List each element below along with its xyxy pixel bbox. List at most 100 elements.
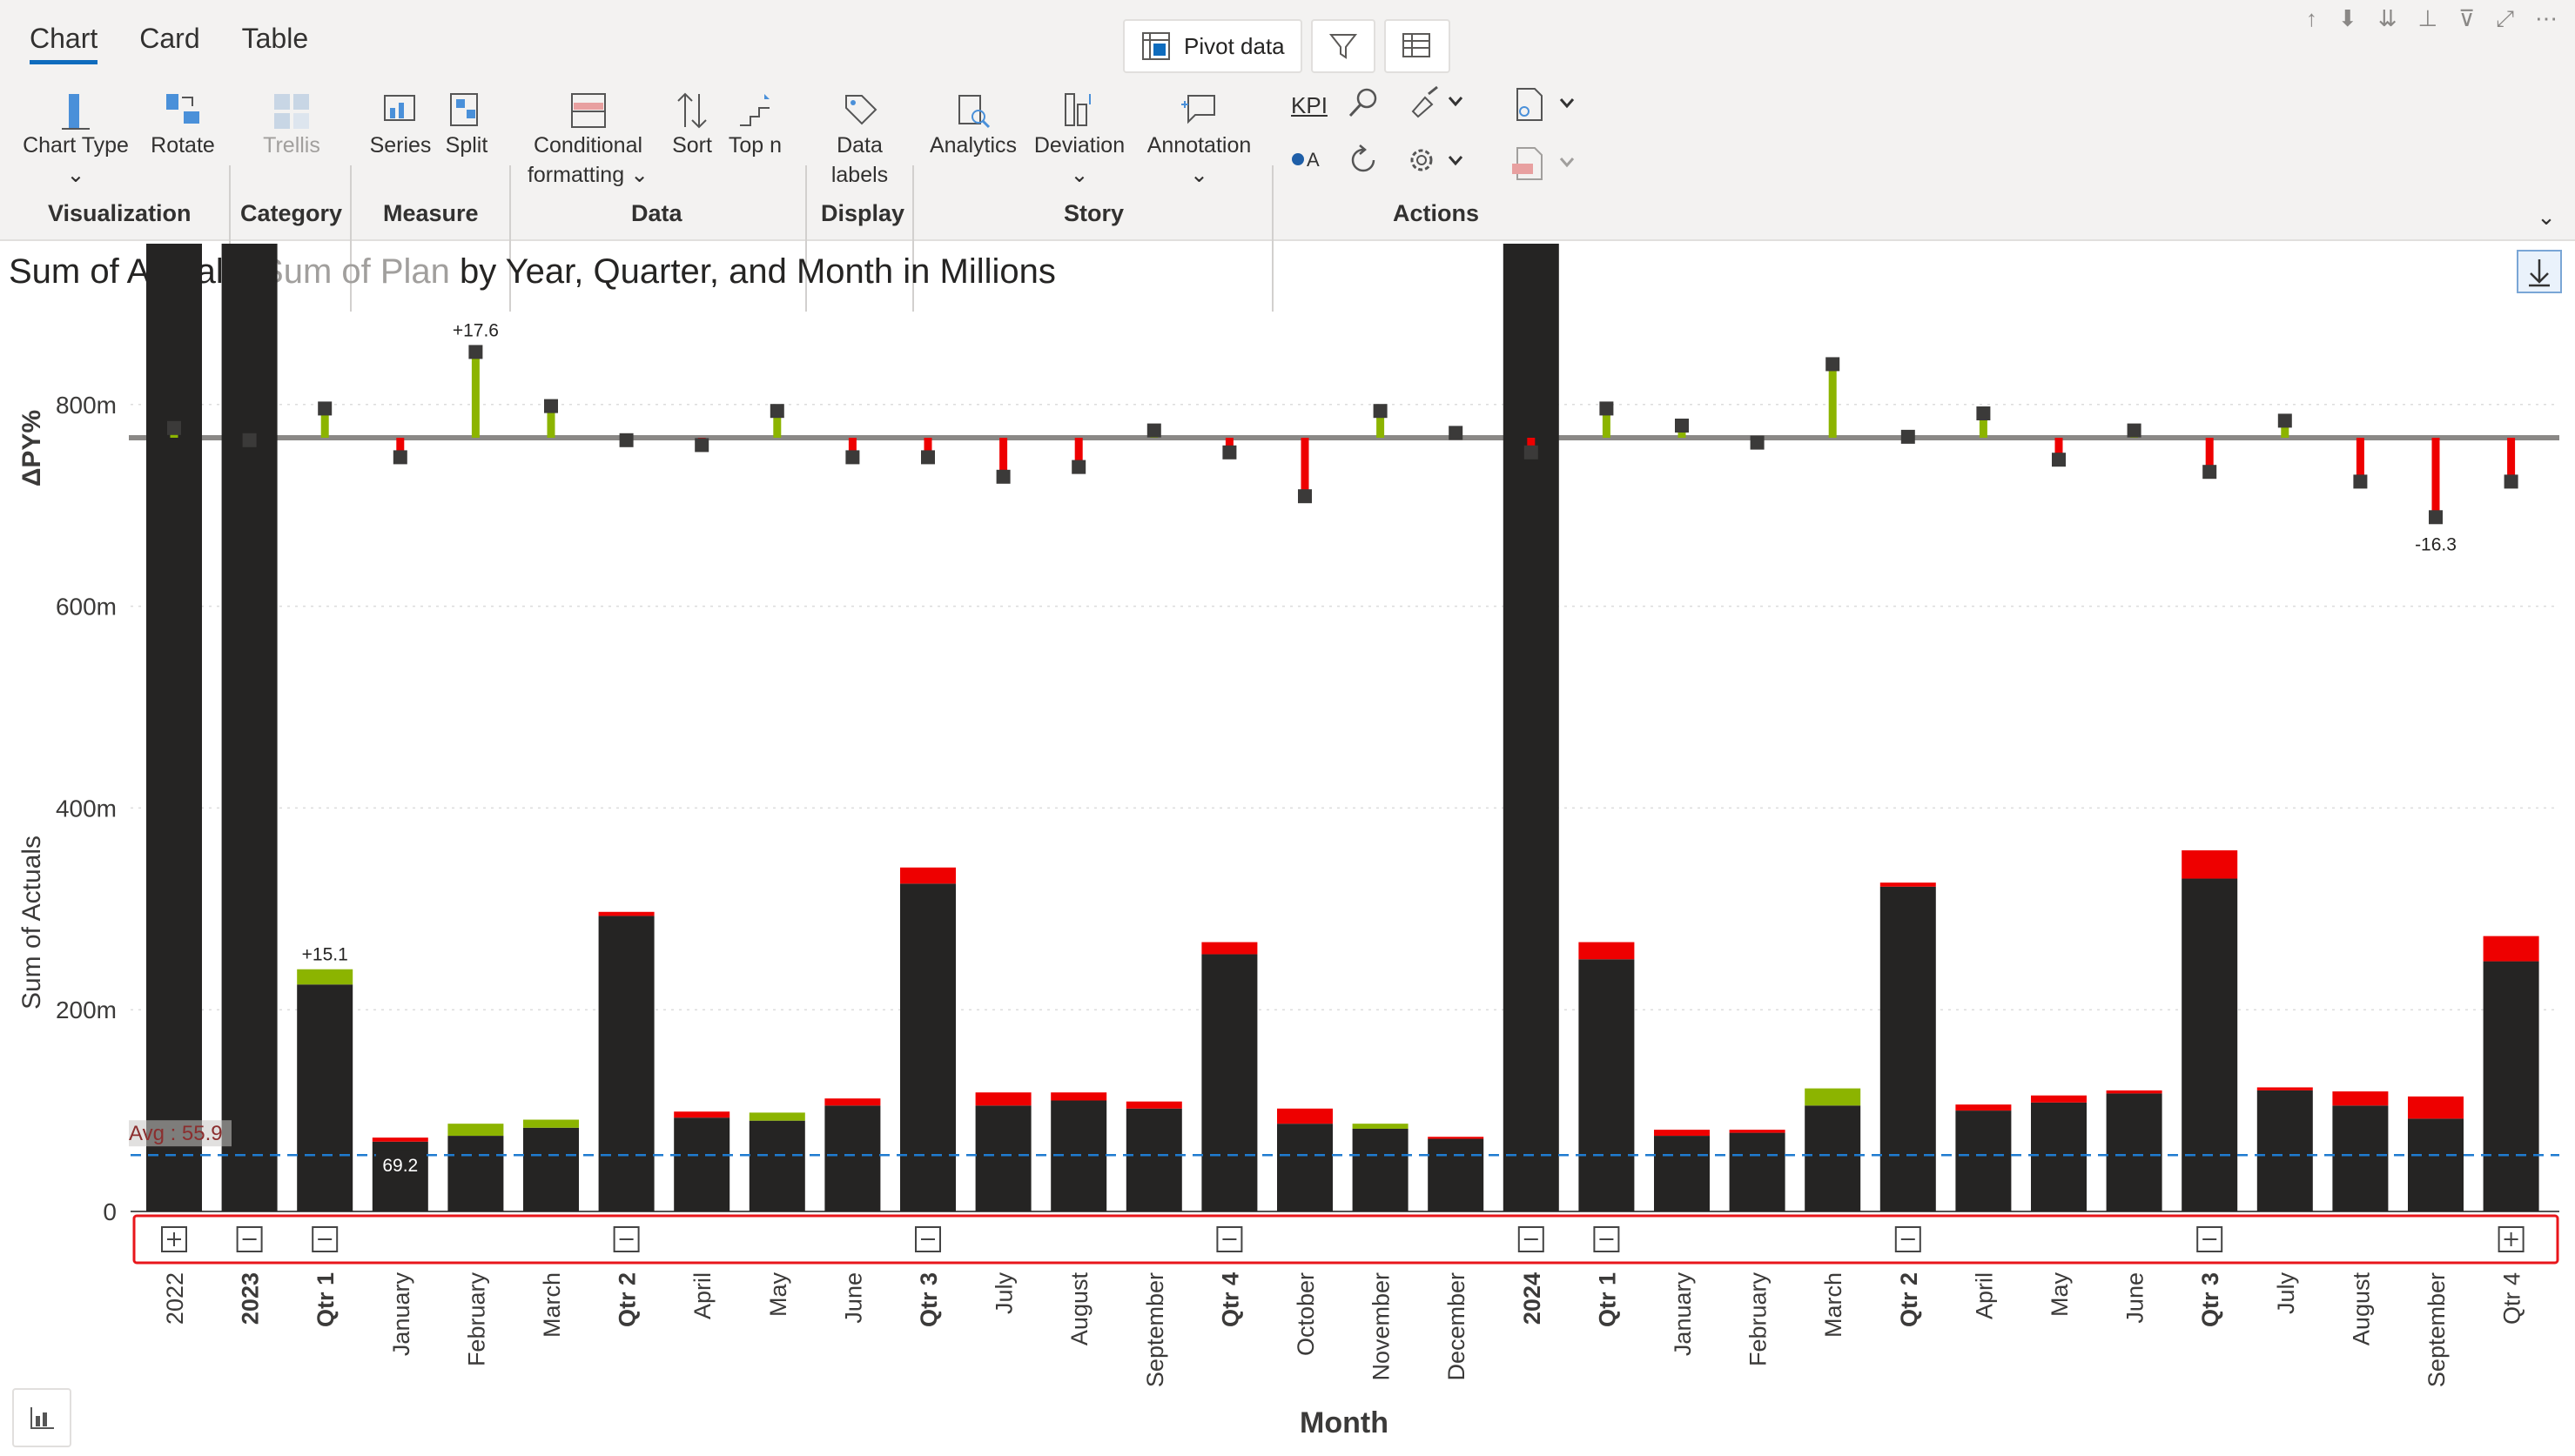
split-button[interactable]: Split bbox=[435, 80, 498, 160]
collapse-ribbon-chevron-icon[interactable]: ⌄ bbox=[2537, 204, 2556, 230]
variance-bar bbox=[2408, 1096, 2464, 1119]
reset-button[interactable] bbox=[1345, 143, 1382, 185]
chart-type-button[interactable]: Chart Type ⌄ bbox=[19, 80, 132, 190]
drill-up-icon[interactable]: ↑ bbox=[2305, 5, 2317, 31]
actual-bar bbox=[1955, 1110, 2012, 1211]
delta-marker bbox=[1072, 460, 1086, 474]
delta-marker bbox=[242, 433, 257, 447]
trellis-button[interactable]: Trellis bbox=[252, 80, 331, 160]
x-tick-label: May bbox=[2047, 1272, 2073, 1318]
annotation-button[interactable]: Annotation ⌄ bbox=[1136, 80, 1262, 190]
pivot-icon bbox=[1142, 32, 1170, 60]
visual-options-button[interactable] bbox=[12, 1388, 71, 1447]
x-tick-label: January bbox=[388, 1272, 414, 1357]
chart-svg: Sum of ActualsΔPY%0200m400m600m800m1b202… bbox=[17, 244, 2562, 1439]
y-axis-title: Sum of Actuals bbox=[17, 835, 46, 1010]
legend-toggle-button[interactable]: A bbox=[1287, 144, 1332, 182]
settings-button[interactable] bbox=[1402, 143, 1471, 185]
expand-hierarchy-icon[interactable]: ⊥ bbox=[2417, 5, 2438, 31]
x-tick-label: July bbox=[2273, 1272, 2299, 1315]
delta-marker bbox=[2202, 465, 2217, 480]
format-brush-button[interactable] bbox=[1402, 85, 1471, 128]
y-tick-label: 0 bbox=[103, 1198, 117, 1225]
group-display: Display bbox=[821, 200, 905, 226]
download-icon[interactable] bbox=[2517, 250, 2562, 293]
variance-bar bbox=[2106, 1090, 2162, 1094]
variance-bar bbox=[2031, 1095, 2087, 1103]
table-edit-button[interactable] bbox=[1383, 19, 1450, 73]
analytics-icon bbox=[958, 95, 991, 129]
tab-table[interactable]: Table bbox=[241, 23, 309, 54]
series-button[interactable]: Series bbox=[366, 80, 435, 160]
variance-bar bbox=[1805, 1088, 1861, 1106]
sort-button[interactable]: Sort bbox=[662, 80, 723, 160]
variance-bar bbox=[1879, 882, 1936, 887]
delta-marker bbox=[845, 450, 860, 465]
pivot-data-button[interactable]: Pivot data bbox=[1123, 19, 1302, 73]
deviation-button[interactable]: Deviation ⌄ bbox=[1027, 80, 1132, 190]
x-tick-label: December bbox=[1443, 1272, 1469, 1381]
actual-bar bbox=[1201, 954, 1258, 1211]
delta-marker bbox=[996, 469, 1011, 484]
chart-title: Sum of Actuals, Sum of Plan by Year, Qua… bbox=[9, 252, 1056, 291]
delta-marker bbox=[2353, 474, 2368, 489]
x-tick-label: February bbox=[463, 1272, 489, 1367]
x-tick-label: August bbox=[2348, 1272, 2374, 1346]
analytics-button[interactable]: Analytics bbox=[924, 80, 1022, 160]
actual-bar bbox=[2256, 1090, 2313, 1211]
legend-icon: A bbox=[1292, 149, 1320, 171]
data-labels-button[interactable]: Data labels bbox=[818, 80, 901, 190]
chart-settings-icon bbox=[30, 1407, 54, 1429]
actual-bar bbox=[2106, 1093, 2162, 1211]
variance-bar bbox=[447, 1124, 504, 1137]
pdf-icon bbox=[1511, 147, 1574, 180]
ribbon-buttons: Chart Type ⌄ Rotate Visualization Trellis… bbox=[0, 80, 2575, 312]
expand-toggle-icon[interactable] bbox=[1216, 1226, 1243, 1252]
actual-bar bbox=[1578, 959, 1635, 1211]
filter-icon[interactable]: ⊽ bbox=[2458, 5, 2476, 31]
delta-marker bbox=[1449, 426, 1463, 440]
filter-icon bbox=[1328, 34, 1357, 59]
delta-marker bbox=[544, 399, 558, 413]
more-options-icon[interactable]: ⋯ bbox=[2535, 5, 2558, 31]
search-button[interactable] bbox=[1345, 85, 1382, 128]
expand-all-icon[interactable]: ⇊ bbox=[2377, 5, 2397, 31]
group-actions: Actions bbox=[1393, 200, 1480, 226]
delta-marker bbox=[770, 404, 784, 419]
variance-bar bbox=[598, 911, 655, 916]
delta-marker bbox=[695, 438, 709, 453]
delta-marker bbox=[2429, 510, 2443, 525]
export-settings-button[interactable] bbox=[1506, 85, 1580, 131]
kpi-button[interactable]: KPI bbox=[1291, 92, 1328, 118]
x-tick-label: January bbox=[1670, 1272, 1696, 1357]
delta-marker bbox=[393, 450, 407, 465]
drill-down-icon[interactable]: ⬇ bbox=[2337, 5, 2357, 31]
data-label-bg bbox=[375, 1150, 425, 1178]
x-tick-label: September bbox=[1142, 1272, 1168, 1387]
bar-chart-icon bbox=[62, 94, 90, 130]
rotate-button[interactable]: Rotate bbox=[144, 80, 222, 160]
variance-bar bbox=[1201, 942, 1258, 955]
actual-bar bbox=[1503, 244, 1559, 1211]
tab-card[interactable]: Card bbox=[139, 23, 200, 54]
x-tick-label: June bbox=[840, 1272, 866, 1324]
rotate-icon bbox=[166, 94, 199, 124]
top-n-button[interactable]: Top n bbox=[723, 80, 788, 160]
variance-bar bbox=[523, 1119, 579, 1128]
actual-bar bbox=[674, 1117, 730, 1211]
export-pdf-button[interactable] bbox=[1506, 144, 1580, 191]
conditional-formatting-button[interactable]: Conditional formatting ⌄ bbox=[521, 80, 656, 190]
x-tick-label: Qtr 2 bbox=[615, 1272, 641, 1327]
x-tick-label: Qtr 4 bbox=[1217, 1272, 1243, 1327]
separator bbox=[229, 165, 231, 312]
variance-bar bbox=[1277, 1108, 1333, 1124]
filter-settings-button[interactable] bbox=[1310, 19, 1375, 73]
focus-mode-icon[interactable]: ⤢ bbox=[2496, 5, 2514, 31]
x-tick-label: September bbox=[2424, 1272, 2450, 1387]
variance-data-label: +15.1 bbox=[302, 945, 348, 965]
tab-chart[interactable]: Chart bbox=[30, 23, 98, 64]
delta-marker bbox=[619, 433, 634, 447]
delta-marker bbox=[1523, 445, 1538, 460]
actual-bar bbox=[2182, 878, 2238, 1211]
paintbrush-icon bbox=[1411, 85, 1463, 118]
